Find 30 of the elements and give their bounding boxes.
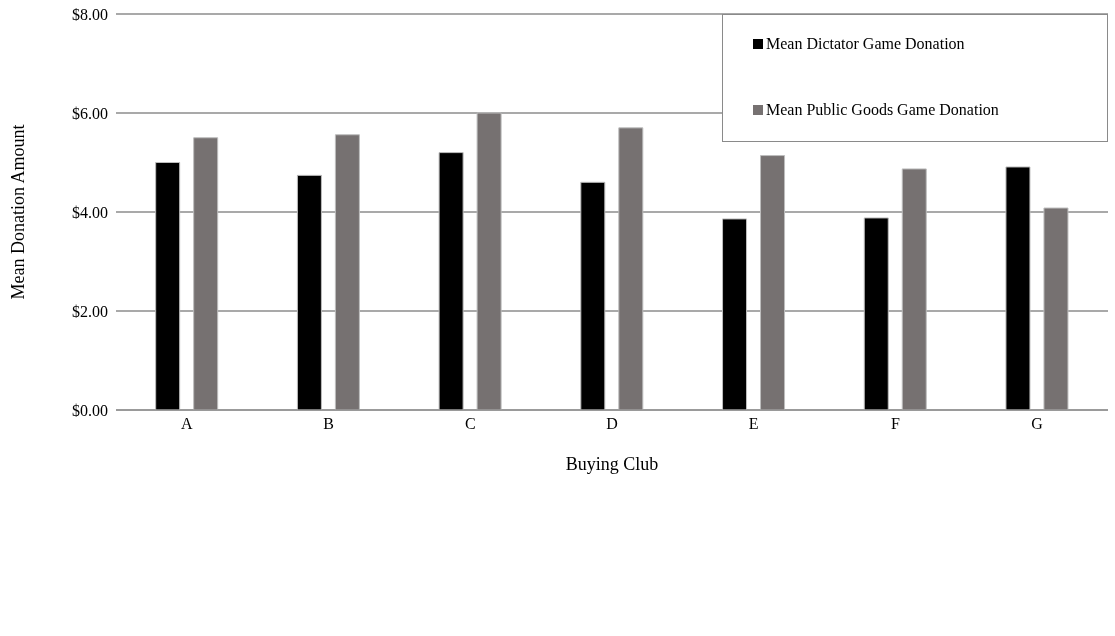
y-axis-title: Mean Donation Amount <box>8 124 29 300</box>
bar <box>722 218 748 410</box>
bar <box>476 112 502 410</box>
x-tick-label: D <box>606 415 618 433</box>
bar <box>296 174 322 410</box>
bar <box>863 217 889 410</box>
legend-label: Mean Public Goods Game Donation <box>766 101 999 119</box>
bar <box>334 134 360 410</box>
y-tick-label: $0.00 <box>72 401 108 419</box>
bar <box>155 162 181 410</box>
legend-label: Mean Dictator Game Donation <box>766 35 965 53</box>
bar <box>1043 207 1069 410</box>
y-tick-label: $2.00 <box>72 302 108 320</box>
bar <box>901 168 927 410</box>
y-tick-label: $6.00 <box>72 104 108 122</box>
x-axis-title: Buying Club <box>565 454 659 474</box>
bar <box>618 127 644 410</box>
bar <box>1005 166 1031 410</box>
bar <box>438 152 464 410</box>
bar <box>580 181 606 410</box>
y-tick-label: $4.00 <box>72 203 108 221</box>
x-tick-label: C <box>464 415 476 433</box>
x-tick-label: G <box>1031 415 1044 433</box>
bar <box>193 137 219 410</box>
x-tick-label: E <box>748 415 759 433</box>
x-tick-label: F <box>890 415 900 433</box>
x-tick-label: B <box>323 415 334 433</box>
bar <box>760 155 786 410</box>
x-tick-label: A <box>181 415 194 433</box>
y-tick-label: $8.00 <box>72 5 108 23</box>
